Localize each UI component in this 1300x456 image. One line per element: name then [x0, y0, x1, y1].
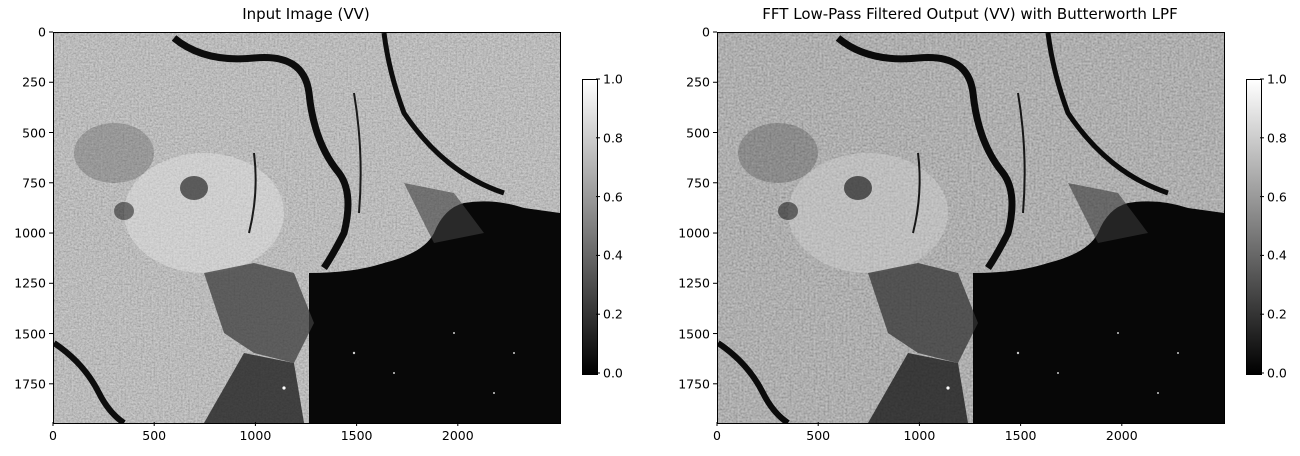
x-tick-label: 1000 — [239, 428, 272, 443]
colorbar-tick-label: 0.6 — [603, 189, 623, 205]
x-tick-label: 500 — [806, 428, 831, 443]
y-tick-label: 1000 — [678, 225, 710, 241]
y-tick-label: 1500 — [678, 326, 710, 342]
x-tick-label: 1500 — [1004, 428, 1037, 443]
sar-image — [54, 33, 560, 423]
y-tick-label: 1250 — [678, 275, 710, 291]
colorbar-tick-label: 0.8 — [603, 130, 623, 146]
colorbar-tick-label: 0.2 — [603, 306, 623, 322]
y-tick-label: 0 — [38, 24, 46, 40]
chart-title: Input Image (VV) — [242, 5, 370, 23]
colorbar-tick-label: 0.8 — [1267, 130, 1287, 146]
x-tick-label: 1000 — [903, 428, 936, 443]
image-axes — [717, 32, 1225, 424]
y-tick-label: 1250 — [14, 275, 46, 291]
colorbar — [582, 79, 598, 375]
colorbar — [1246, 79, 1262, 375]
y-tick-label: 1750 — [678, 376, 710, 392]
colorbar-tick-label: 0.6 — [1267, 189, 1287, 205]
colorbar-tick-label: 1.0 — [603, 71, 623, 87]
x-tick-label: 1500 — [340, 428, 373, 443]
y-tick-label: 1000 — [14, 225, 46, 241]
x-tick-label: 2000 — [441, 428, 474, 443]
chart-title: FFT Low-Pass Filtered Output (VV) with B… — [762, 5, 1178, 23]
colorbar-tick-label: 0.2 — [1267, 306, 1287, 322]
x-tick-label: 500 — [142, 428, 167, 443]
colorbar-tick-label: 0.0 — [1267, 365, 1287, 381]
colorbar-tick-label: 0.4 — [1267, 247, 1287, 263]
colorbar-tick-label: 1.0 — [1267, 71, 1287, 87]
y-tick-label: 1750 — [14, 376, 46, 392]
image-axes — [53, 32, 561, 424]
y-tick-label: 250 — [22, 74, 46, 90]
y-tick-label: 750 — [686, 175, 710, 191]
x-tick-label: 0 — [713, 428, 721, 443]
y-tick-label: 1500 — [14, 326, 46, 342]
x-tick-label: 2000 — [1105, 428, 1138, 443]
colorbar-tick-label: 0.4 — [603, 247, 623, 263]
y-tick-label: 250 — [686, 74, 710, 90]
y-tick-label: 750 — [22, 175, 46, 191]
y-tick-label: 500 — [22, 125, 46, 140]
y-tick-label: 0 — [702, 24, 710, 40]
y-tick-label: 500 — [686, 125, 710, 140]
colorbar-tick-label: 0.0 — [603, 365, 623, 381]
sar-image — [718, 33, 1224, 423]
x-tick-label: 0 — [49, 428, 57, 443]
